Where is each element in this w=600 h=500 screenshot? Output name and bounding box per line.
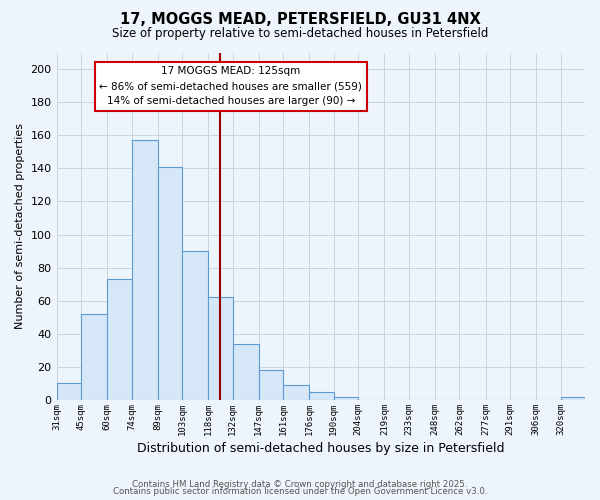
Text: 17 MOGGS MEAD: 125sqm
← 86% of semi-detached houses are smaller (559)
14% of sem: 17 MOGGS MEAD: 125sqm ← 86% of semi-deta…	[100, 66, 362, 106]
Text: Size of property relative to semi-detached houses in Petersfield: Size of property relative to semi-detach…	[112, 28, 488, 40]
Bar	[158, 166, 182, 400]
Y-axis label: Number of semi-detached properties: Number of semi-detached properties	[15, 124, 25, 330]
Text: Contains HM Land Registry data © Crown copyright and database right 2025.: Contains HM Land Registry data © Crown c…	[132, 480, 468, 489]
Text: 17, MOGGS MEAD, PETERSFIELD, GU31 4NX: 17, MOGGS MEAD, PETERSFIELD, GU31 4NX	[119, 12, 481, 28]
Bar	[283, 385, 310, 400]
Bar	[131, 140, 158, 400]
Bar	[56, 384, 81, 400]
Bar	[334, 396, 358, 400]
Bar	[310, 392, 334, 400]
Bar	[81, 314, 107, 400]
Text: Contains public sector information licensed under the Open Government Licence v3: Contains public sector information licen…	[113, 488, 487, 496]
Bar	[259, 370, 283, 400]
Bar	[182, 251, 208, 400]
X-axis label: Distribution of semi-detached houses by size in Petersfield: Distribution of semi-detached houses by …	[137, 442, 505, 455]
Bar	[208, 298, 233, 400]
Bar	[233, 344, 259, 400]
Bar	[560, 396, 585, 400]
Bar	[107, 279, 131, 400]
